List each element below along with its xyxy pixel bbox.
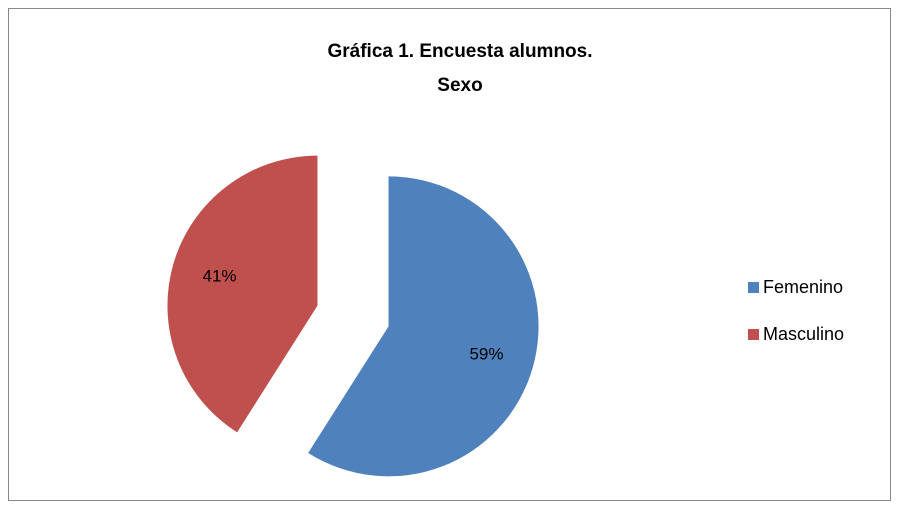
legend-label: Masculino	[763, 324, 844, 344]
chart-title: Sexo	[437, 75, 482, 96]
data-label: 41%	[203, 267, 237, 286]
data-label: 59%	[469, 344, 503, 363]
legend-swatch	[748, 329, 759, 340]
pie-slice	[167, 155, 318, 433]
legend-swatch	[748, 282, 759, 293]
legend-label: Femenino	[763, 277, 843, 297]
chart-title: Gráfica 1. Encuesta alumnos.	[327, 41, 592, 62]
pie-slice	[308, 176, 539, 477]
